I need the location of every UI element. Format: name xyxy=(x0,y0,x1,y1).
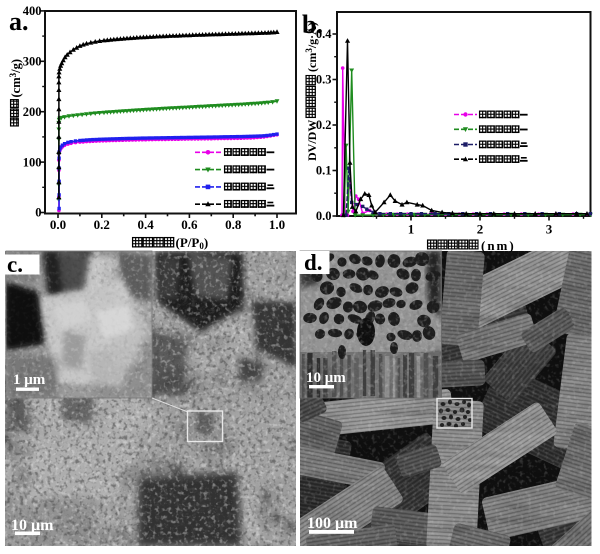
svg-text:1.0: 1.0 xyxy=(269,217,285,232)
svg-text:0.4: 0.4 xyxy=(316,27,332,41)
svg-text:0.8: 0.8 xyxy=(225,217,242,232)
svg-text:0.0: 0.0 xyxy=(316,209,332,223)
svg-text:100: 100 xyxy=(23,155,42,169)
svg-text:1: 1 xyxy=(408,222,415,237)
svg-text:0.6: 0.6 xyxy=(181,217,198,232)
svg-text:400: 400 xyxy=(23,4,42,18)
svg-text:100 μm: 100 μm xyxy=(307,515,358,532)
svg-text:DV/DW: DV/DW xyxy=(305,120,319,161)
svg-text:200: 200 xyxy=(23,105,42,119)
svg-text:10 μm: 10 μm xyxy=(306,370,346,386)
svg-text:d.: d. xyxy=(304,250,323,275)
svg-text:0.1: 0.1 xyxy=(316,164,332,178)
svg-text:b.: b. xyxy=(302,10,323,39)
svg-text:0.2: 0.2 xyxy=(316,118,332,132)
svg-text:0: 0 xyxy=(35,206,41,220)
svg-text:0.4: 0.4 xyxy=(137,217,154,232)
svg-text:0.0: 0.0 xyxy=(50,217,66,232)
svg-text:c.: c. xyxy=(7,252,23,277)
svg-text:300: 300 xyxy=(23,55,42,69)
svg-text:0.2: 0.2 xyxy=(94,217,110,232)
svg-text:(nm): (nm) xyxy=(481,238,516,253)
svg-text:0.3: 0.3 xyxy=(316,73,332,87)
svg-text:3: 3 xyxy=(546,222,553,237)
svg-text:2: 2 xyxy=(477,222,484,237)
svg-text:10 μm: 10 μm xyxy=(11,517,54,534)
svg-text:(P/P0): (P/P0) xyxy=(176,235,209,251)
svg-text:(cm3/g·Å): (cm3/g·Å) xyxy=(304,22,319,72)
svg-text:1 μm: 1 μm xyxy=(13,372,46,388)
svg-text:a.: a. xyxy=(9,7,29,36)
svg-text:(cm3/g): (cm3/g) xyxy=(8,59,23,98)
